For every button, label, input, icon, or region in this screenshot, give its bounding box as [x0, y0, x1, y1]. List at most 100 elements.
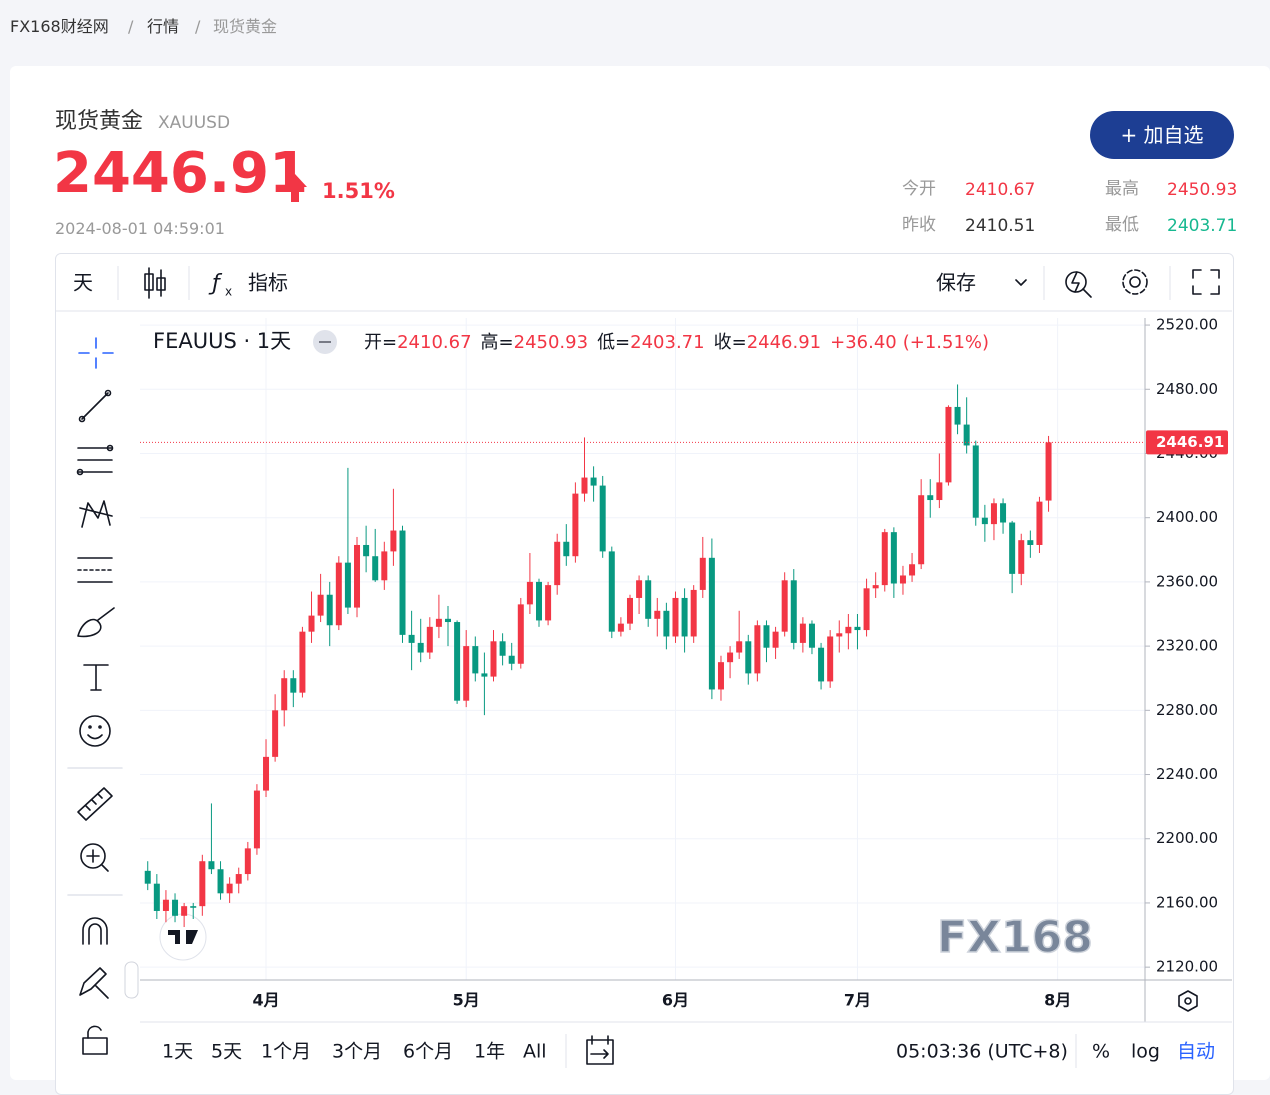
up-arrow	[283, 174, 307, 202]
forecast-tool[interactable]	[77, 557, 113, 583]
timestamp: 2024-08-01 04:59:01	[55, 219, 225, 238]
x-tick-label: 4月	[252, 991, 279, 1010]
range-button[interactable]: 5天	[211, 1041, 242, 1063]
fib-tool[interactable]	[76, 444, 114, 476]
separator: /	[128, 17, 134, 36]
candle-body	[654, 610, 661, 619]
candle-body	[981, 517, 988, 525]
auto-toggle[interactable]: 自动	[1177, 1041, 1215, 1063]
alert-icon[interactable]	[1065, 271, 1092, 298]
candle-body	[699, 557, 706, 590]
legend-change: +36.40	[830, 332, 897, 353]
candle-body	[181, 906, 188, 916]
separator: /	[195, 17, 201, 36]
zoom-tool[interactable]	[80, 843, 109, 872]
range-button[interactable]: 3个月	[332, 1041, 382, 1063]
candle-body	[372, 556, 379, 581]
candle-body	[208, 861, 215, 870]
candle-body	[599, 485, 606, 552]
add-watchlist-button[interactable]: + 加自选	[1090, 111, 1234, 159]
candle-body	[563, 541, 570, 557]
candle-body	[153, 883, 160, 911]
stat-value: 2410.51	[965, 216, 1036, 236]
candle-body	[617, 623, 624, 632]
x-tick-label: 7月	[844, 991, 871, 1010]
magnet-tool[interactable]	[82, 917, 108, 945]
candle-body	[863, 588, 870, 631]
legend-change-pct: (+1.51%)	[903, 332, 989, 353]
trendline-tool[interactable]	[78, 389, 112, 423]
stat-value: 2403.71	[1167, 216, 1238, 236]
candle-body	[235, 874, 242, 884]
candle-body	[781, 580, 788, 632]
legend-title: FEAUUS · 1天	[153, 329, 291, 353]
candle-body	[717, 662, 724, 690]
range-button[interactable]: 1天	[162, 1041, 193, 1063]
pattern-tool[interactable]	[79, 500, 113, 528]
candle-body	[526, 581, 533, 605]
indicators-button[interactable]: 指标	[248, 271, 288, 295]
candle-body	[918, 495, 925, 565]
crosshair-tool[interactable]	[78, 337, 114, 369]
candle-body	[836, 633, 843, 637]
range-button[interactable]: 1个月	[261, 1041, 311, 1063]
candle-body	[308, 615, 315, 632]
interval-button[interactable]: 天	[73, 271, 93, 295]
emoji-tool[interactable]	[79, 715, 111, 747]
range-button[interactable]: 1年	[474, 1041, 505, 1063]
breadcrumb-link[interactable]: FX168财经网	[10, 17, 109, 36]
fullscreen-icon[interactable]	[1192, 269, 1220, 295]
brush-tool[interactable]	[77, 607, 115, 638]
candle-body	[545, 585, 552, 621]
candle-body	[799, 623, 806, 643]
candle-body	[990, 503, 997, 525]
candle-body	[326, 594, 333, 626]
fx-icon[interactable]: ƒ	[208, 271, 223, 296]
collapse-toggle[interactable]	[124, 961, 139, 999]
axis-settings-icon[interactable]	[1178, 990, 1198, 1012]
candle-body	[808, 623, 815, 648]
stat-value: 2410.67	[965, 180, 1036, 200]
settings-icon[interactable]	[1122, 269, 1148, 295]
instrument-name: 现货黄金	[55, 109, 144, 134]
legend-value: 2403.71	[630, 332, 704, 353]
tv-logo	[159, 913, 207, 961]
y-tick-label: 2280.00	[1156, 701, 1218, 719]
watermark: FX168	[937, 912, 1093, 963]
percent-toggle[interactable]: %	[1092, 1041, 1110, 1063]
candle-body	[1018, 540, 1025, 574]
instrument-symbol: XAUUSD	[158, 113, 231, 133]
candle-body	[426, 626, 433, 653]
goto-date-icon[interactable]	[586, 1035, 614, 1065]
clock: 05:03:36 (UTC+8)	[896, 1041, 1068, 1063]
candle-body	[1036, 501, 1043, 545]
candle-body	[790, 580, 797, 643]
candle-body	[517, 604, 524, 664]
candle-body	[745, 641, 752, 674]
candle-body	[472, 646, 479, 674]
dropdown-icon[interactable]	[1015, 279, 1027, 286]
text-tool[interactable]	[83, 664, 109, 691]
last-price-label: 2446.91	[1156, 433, 1224, 451]
candle-body	[390, 530, 397, 552]
chart-type-icon[interactable]	[144, 267, 166, 299]
lock-draw-tool[interactable]	[79, 967, 109, 999]
range-button[interactable]: 6个月	[403, 1041, 453, 1063]
change-pct: 1.51%	[322, 179, 395, 203]
range-button[interactable]: All	[523, 1041, 547, 1063]
legend-value: 2410.67	[397, 332, 471, 353]
log-toggle[interactable]: log	[1131, 1041, 1160, 1063]
candle-body	[399, 530, 406, 635]
legend-label: 高=	[481, 332, 514, 353]
lock-tool[interactable]	[82, 1025, 108, 1055]
candle-body	[708, 557, 715, 690]
breadcrumb-link[interactable]: 行情	[147, 17, 180, 36]
candle-body	[1000, 503, 1007, 523]
candle-body	[672, 597, 679, 637]
candle-body	[381, 551, 388, 581]
last-price-tag	[1146, 430, 1228, 455]
candle-body	[263, 756, 270, 791]
ruler-tool[interactable]	[77, 787, 113, 821]
save-button[interactable]: 保存	[936, 271, 976, 295]
